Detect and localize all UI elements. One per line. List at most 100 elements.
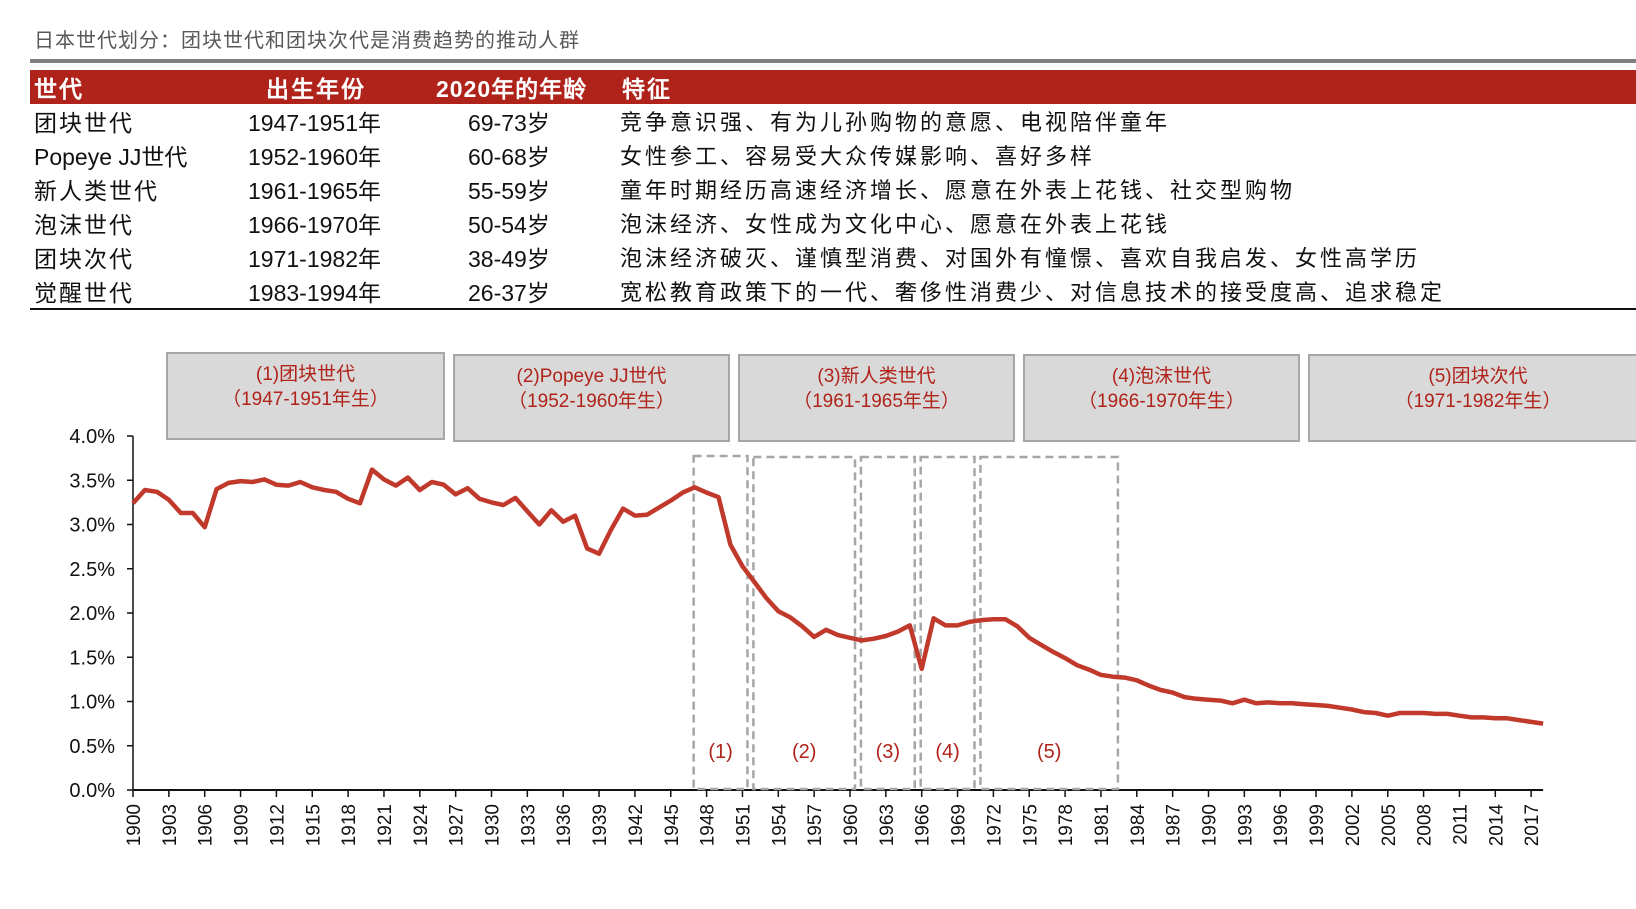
x-tick-label: 1999: [1307, 804, 1328, 846]
x-tick-label: 1987: [1164, 804, 1185, 846]
generation-box-3: (3)新人类世代 （1961-1965年生）: [738, 354, 1015, 442]
x-tick-label: 1948: [698, 804, 719, 846]
x-tick-label: 1909: [232, 804, 253, 846]
generation-table: 世代 出生年份 2020年的年龄 特征 团块世代 1947-1951年 69-7…: [30, 70, 1636, 310]
x-tick-label: 1900: [124, 804, 145, 846]
header-birth-years: 出生年份: [236, 70, 416, 104]
x-tick-label: 1972: [984, 804, 1005, 846]
x-tick-label: 1996: [1271, 804, 1292, 846]
x-tick-label: 2011: [1450, 804, 1471, 845]
cell-generation: 泡沫世代: [34, 212, 134, 238]
generation-box-years: （1971-1982年生）: [1394, 391, 1562, 412]
generation-band: [752, 455, 857, 791]
y-axis: 0.0% 0.5% 1.0% 1.5% 2.0% 2.5% 3.0% 3.5% 4.0%: [69, 426, 134, 802]
x-tick-label: 1975: [1020, 804, 1041, 846]
generation-band: [859, 455, 917, 791]
x-tick-label: 1978: [1056, 804, 1077, 846]
x-tick-label: 1951: [733, 804, 754, 846]
x-tick-label: 2008: [1415, 804, 1436, 846]
y-tick-label: 0.5%: [69, 736, 115, 758]
table-row: 团块次代 1971-1982年 38-49岁 泡沫经济破灭、谨慎型消费、对国外有…: [30, 240, 1636, 274]
header-traits: 特征: [616, 70, 1636, 104]
generation-box-1: (1)团块世代 （1947-1951年生）: [166, 352, 445, 440]
x-tick-label: 1912: [267, 804, 288, 846]
generation-box-2: (2)Popeye JJ世代 （1952-1960年生）: [453, 354, 730, 442]
x-tick-label: 1945: [662, 804, 683, 846]
y-tick-label: 4.0%: [69, 426, 115, 448]
band-label: (2): [792, 741, 816, 763]
cell-traits: 女性参工、容易受大众传媒影响、喜好多样: [620, 145, 1096, 170]
cell-generation: 团块世代: [34, 110, 134, 136]
generation-box-title: (1)团块世代: [255, 364, 356, 385]
cell-age: 50-54岁: [468, 212, 550, 238]
cell-traits: 宽松教育政策下的一代、奢侈性消费少、对信息技术的接受度高、追求稳定: [616, 274, 1636, 310]
y-tick-label: 2.5%: [69, 559, 115, 581]
cell-born: 1966-1970年: [248, 212, 381, 238]
generation-box-4: (4)泡沫世代 （1966-1970年生）: [1023, 354, 1300, 442]
cell-generation: Popeye JJ世代: [34, 144, 188, 170]
header-generation: 世代: [30, 70, 236, 104]
cell-traits: 泡沫经济、女性成为文化中心、愿意在外表上花钱: [620, 213, 1171, 238]
generation-band: [979, 455, 1120, 791]
generation-box-title: (3)新人类世代: [817, 366, 936, 387]
cell-traits: 童年时期经历高速经济增长、愿意在外表上花钱、社交型购物: [620, 179, 1296, 204]
generation-box-years: （1966-1970年生）: [1078, 391, 1245, 412]
cell-born: 1952-1960年: [248, 144, 381, 170]
x-tick-label: 1966: [913, 804, 934, 846]
band-label: (3): [876, 741, 900, 763]
x-tick-label: 1939: [590, 804, 611, 846]
cell-generation: 新人类世代: [34, 178, 159, 204]
y-tick-label: 0.0%: [69, 780, 115, 802]
header-age-2020: 2020年的年龄: [416, 70, 616, 104]
cell-age: 55-59岁: [468, 178, 550, 204]
cell-generation: 团块次代: [34, 246, 134, 272]
x-tick-label: 2002: [1343, 804, 1364, 846]
generation-box-5: (5)团块次代 （1971-1982年生）: [1308, 354, 1636, 442]
table-row: 新人类世代 1961-1965年 55-59岁 童年时期经历高速经济增长、愿意在…: [30, 172, 1636, 206]
generation-box-years: （1952-1960年生）: [508, 391, 675, 412]
generation-bands: (1) (2) (3) (4) (5): [692, 454, 1120, 791]
generation-box-years: （1961-1965年生）: [793, 391, 960, 412]
x-tick-label: 2005: [1379, 804, 1400, 846]
cell-born: 1961-1965年: [248, 178, 381, 204]
x-tick-label: 1930: [483, 804, 504, 846]
table-row: Popeye JJ世代 1952-1960年 60-68岁 女性参工、容易受大众…: [30, 138, 1636, 172]
birth-rate-line: [131, 467, 1544, 726]
line-plot: 0.0% 0.5% 1.0% 1.5% 2.0% 2.5% 3.0% 3.5% 4.0% 190…: [69, 426, 1544, 847]
y-tick-label: 1.5%: [69, 647, 115, 669]
cell-age: 38-49岁: [468, 246, 550, 272]
x-tick-label: 1957: [805, 804, 826, 846]
title-divider: [30, 59, 1636, 63]
cell-traits: 泡沫经济破灭、谨慎型消费、对国外有憧憬、喜欢自我启发、女性高学历: [620, 247, 1421, 272]
x-tick-label: 1993: [1235, 804, 1256, 846]
x-tick-label: 1915: [303, 804, 324, 846]
cell-traits: 竞争意识强、有为儿孙购物的意愿、电视陪伴童年: [620, 111, 1171, 136]
x-tick-label: 1921: [375, 804, 396, 846]
cell-born: 1947-1951年: [248, 110, 381, 136]
cell-age: 60-68岁: [468, 144, 550, 170]
x-tick-label: 2014: [1486, 804, 1507, 847]
y-tick-label: 1.0%: [69, 692, 115, 714]
y-tick-label: 2.0%: [69, 603, 115, 625]
x-tick-label: 1927: [447, 804, 468, 846]
table-row: 泡沫世代 1966-1970年 50-54岁 泡沫经济、女性成为文化中心、愿意在…: [30, 206, 1636, 240]
y-tick-label: 3.0%: [69, 515, 115, 537]
x-tick-label: 1942: [626, 804, 647, 846]
x-tick-label: 1984: [1128, 804, 1149, 847]
x-tick-label: 1918: [339, 804, 360, 846]
x-tick-label: 1990: [1200, 804, 1221, 846]
y-tick-label: 3.5%: [69, 470, 115, 492]
generation-box-title: (2)Popeye JJ世代: [516, 366, 667, 387]
x-tick-label: 1933: [518, 804, 539, 846]
generation-box-years: （1947-1951年生）: [222, 389, 389, 410]
x-tick-label: 1954: [769, 804, 790, 847]
table-header-row: 世代 出生年份 2020年的年龄 特征: [30, 70, 1636, 104]
birth-rate-chart: (1)团块世代 （1947-1951年生） (2)Popeye JJ世代 （19…: [0, 340, 1636, 909]
page-title: 日本世代划分：团块世代和团块次代是消费趋势的推动人群: [34, 28, 580, 52]
table-row: 觉醒世代 1983-1994年 26-37岁 宽松教育政策下的一代、奢侈性消费少…: [30, 274, 1636, 310]
x-axis: 1900 1903 1906 1909 1912 1915 1918 1921 1924 1927…: [124, 789, 1543, 847]
cell-age: 26-37岁: [416, 274, 616, 310]
generation-band: [919, 455, 976, 791]
x-tick-label: 1960: [841, 804, 862, 846]
cell-generation: 觉醒世代: [30, 274, 236, 310]
